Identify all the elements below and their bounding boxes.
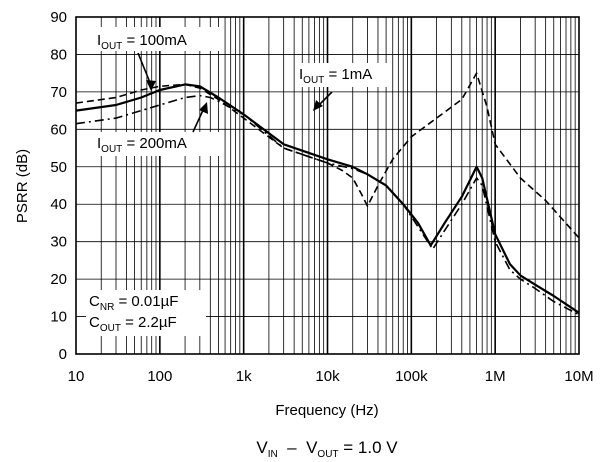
- anno-cout: COUT = 2.2µF: [89, 314, 177, 334]
- y-tick-label: 60: [50, 121, 67, 138]
- y-tick-label: 80: [50, 46, 67, 63]
- anno-iout-200: IOUT = 200mA: [97, 135, 187, 155]
- anno-iout-1: IOUT = 1mA: [299, 66, 372, 86]
- x-tick-label: 100: [147, 368, 172, 385]
- y-tick-label: 20: [50, 271, 67, 288]
- anno-iout-1-arrowhead: [313, 100, 323, 111]
- y-tick-label: 50: [50, 159, 67, 176]
- anno-iout-100-leader: [137, 52, 152, 86]
- anno-iout-100-bg: [94, 27, 220, 51]
- anno-iout-200-bg: [94, 132, 220, 156]
- anno-caps-bg: [86, 290, 206, 336]
- y-tick-label: 10: [50, 309, 67, 326]
- test-condition: VIN – VOUT = 1.0 V: [256, 438, 398, 460]
- y-tick-label: 0: [59, 346, 67, 363]
- x-tick-label: 1k: [236, 368, 252, 385]
- y-tick-label: 30: [50, 234, 67, 251]
- y-axis-title: PSRR (dB): [14, 149, 31, 223]
- anno-cnr: CNR = 0.01µF: [89, 293, 178, 313]
- anno-iout-1-leader: [317, 91, 333, 107]
- anno-iout-200-leader: [192, 107, 205, 133]
- y-tick-label: 70: [50, 84, 67, 101]
- anno-iout-100-arrowhead: [146, 80, 156, 91]
- x-axis-title: Frequency (Hz): [275, 402, 378, 419]
- x-tick-label: 10M: [564, 368, 593, 385]
- y-tick-label: 90: [50, 9, 67, 26]
- x-tick-label: 1M: [485, 368, 506, 385]
- series-lines: [75, 72, 580, 316]
- anno-iout-200-arrowhead: [199, 102, 208, 114]
- series-line-3: [75, 94, 580, 316]
- plot-frame: [75, 16, 580, 355]
- x-tick-label: 10k: [315, 368, 340, 385]
- x-tick-label: 100k: [395, 368, 428, 385]
- anno-iout-100: IOUT = 100mA: [97, 32, 187, 52]
- y-tick-label: 40: [50, 196, 67, 213]
- anno-iout-1-bg: [296, 63, 392, 87]
- x-tick-label: 10: [68, 368, 85, 385]
- series-line-2: [75, 72, 580, 239]
